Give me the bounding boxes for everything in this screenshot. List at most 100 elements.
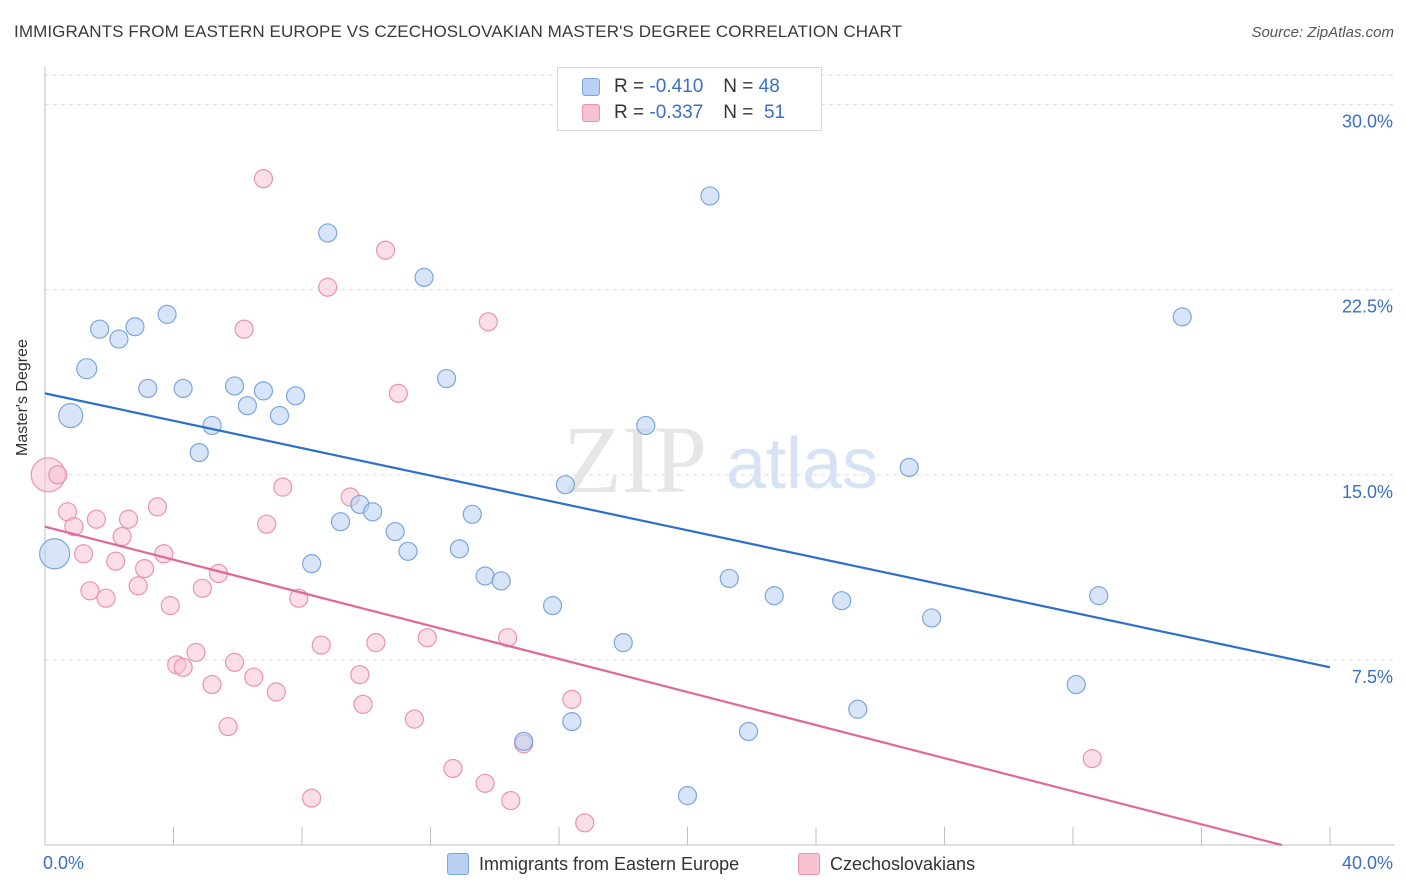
legend-r-value: -0.410 xyxy=(649,76,704,97)
data-point-blue xyxy=(636,415,656,436)
data-point-pink xyxy=(202,674,222,695)
y-tick-label: 22.5% xyxy=(1342,297,1393,317)
data-point-pink xyxy=(501,790,521,811)
legend-row-blue: R = -0.410 N = 48 xyxy=(582,75,780,99)
data-point-blue xyxy=(562,712,582,732)
data-point-pink xyxy=(106,551,126,571)
data-point-blue xyxy=(475,566,495,586)
data-point-pink xyxy=(1082,749,1102,769)
data-point-pink xyxy=(64,517,84,537)
grid-lines xyxy=(45,74,1395,661)
axes xyxy=(44,67,1395,846)
legend-n-label: N = xyxy=(723,76,754,97)
data-point-pink xyxy=(266,682,286,702)
data-point-blue xyxy=(237,396,257,416)
data-point-pink xyxy=(96,588,116,608)
data-point-blue xyxy=(58,402,84,429)
data-point-pink xyxy=(350,665,370,685)
legend-r-label: R = xyxy=(614,102,645,123)
watermark-atlas: atlas xyxy=(726,424,878,504)
data-point-blue xyxy=(363,502,383,522)
data-point-blue xyxy=(436,368,457,389)
data-point-blue xyxy=(1089,586,1109,606)
data-point-blue xyxy=(39,538,71,570)
legend-series-name: Czechoslovakians xyxy=(830,853,976,874)
data-point-blue xyxy=(125,317,145,337)
legend-n-label: N = xyxy=(723,102,754,123)
data-point-pink xyxy=(257,514,277,534)
data-point-pink xyxy=(404,709,425,729)
y-tick-label: 7.5% xyxy=(1352,667,1393,687)
data-point-pink xyxy=(318,277,338,297)
data-point-pink xyxy=(253,169,274,189)
data-point-pink xyxy=(575,813,595,833)
legend-item-eastern-europe[interactable]: Immigrants from Eastern Europe xyxy=(447,852,739,876)
data-point-pink xyxy=(154,544,174,564)
data-point-blue xyxy=(491,571,511,591)
source-label: Source: ZipAtlas.com xyxy=(1251,24,1394,41)
y-axis-label: Master's Degree xyxy=(14,339,31,456)
data-point-pink xyxy=(134,558,155,579)
data-point-pink xyxy=(475,773,495,793)
data-point-blue xyxy=(330,512,351,532)
data-point-pink xyxy=(192,578,213,598)
watermark-zip: ZIP xyxy=(563,406,707,513)
data-point-blue xyxy=(677,786,698,806)
data-point-blue xyxy=(76,358,98,380)
data-point-blue xyxy=(555,475,576,495)
data-point-blue xyxy=(202,415,222,436)
trend-line-blue xyxy=(44,392,1331,669)
x-tick-label: 0.0% xyxy=(43,853,84,873)
data-point-pink xyxy=(147,497,168,517)
data-point-blue xyxy=(1172,307,1192,327)
legend-n-value: 51 xyxy=(763,102,786,123)
data-point-blue xyxy=(514,731,534,751)
data-point-blue xyxy=(302,554,322,574)
data-point-blue xyxy=(318,223,338,243)
data-point-blue xyxy=(253,381,274,401)
data-point-blue xyxy=(269,405,290,426)
data-point-blue xyxy=(700,186,720,206)
data-point-blue xyxy=(157,304,177,324)
data-point-blue xyxy=(173,378,193,399)
data-point-pink xyxy=(353,694,373,714)
data-point-blue xyxy=(764,586,784,606)
data-point-pink xyxy=(562,689,582,709)
data-point-pink xyxy=(273,477,293,497)
data-point-pink xyxy=(302,788,322,808)
data-point-blue xyxy=(138,378,158,399)
legend-row-pink: R = -0.337 N = 51 xyxy=(582,101,785,125)
data-point-pink xyxy=(443,758,463,779)
data-point-pink xyxy=(244,667,264,687)
data-point-blue xyxy=(398,541,418,561)
data-point-blue xyxy=(414,267,434,287)
chart-title: IMMIGRANTS FROM EASTERN EUROPE VS CZECHO… xyxy=(14,22,903,41)
data-point-pink xyxy=(173,657,193,677)
data-point-blue xyxy=(848,699,868,719)
data-point-blue xyxy=(613,633,633,653)
data-point-pink xyxy=(86,509,107,529)
legend-swatch-pink xyxy=(798,853,820,875)
data-point-blue xyxy=(90,319,110,339)
y-tick-label: 30.0% xyxy=(1342,112,1393,132)
data-point-blue xyxy=(385,521,405,542)
data-point-blue xyxy=(462,504,482,524)
legend-swatch-blue xyxy=(447,853,469,875)
data-point-blue xyxy=(738,721,759,742)
data-point-pink xyxy=(48,465,68,485)
legend-swatch-blue xyxy=(582,78,600,96)
data-point-blue xyxy=(899,457,919,478)
tick-labels: 7.5% 15.0% 22.5% 30.0% 0.0% 40.0% xyxy=(43,112,1393,873)
trend-line-pink xyxy=(44,525,1283,847)
data-point-pink xyxy=(112,526,132,547)
legend-item-czechoslovakians[interactable]: Czechoslovakians xyxy=(798,852,975,876)
data-point-pink xyxy=(375,240,396,260)
data-point-pink xyxy=(160,596,180,616)
data-point-pink xyxy=(388,383,408,403)
legend-series-name: Immigrants from Eastern Europe xyxy=(479,853,740,874)
data-point-pink xyxy=(73,544,94,564)
data-point-blue xyxy=(832,591,852,611)
data-point-blue xyxy=(922,608,942,628)
data-point-pink xyxy=(128,576,148,596)
y-tick-label: 15.0% xyxy=(1342,482,1393,502)
